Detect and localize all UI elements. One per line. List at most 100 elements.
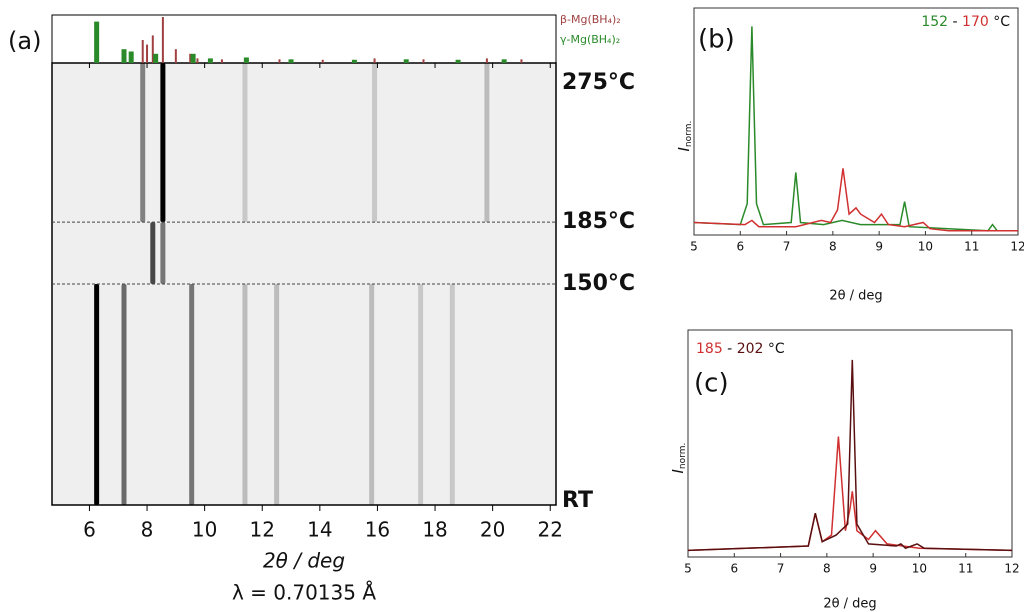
- x-tick-label: 12: [250, 518, 275, 542]
- title-part: -: [723, 341, 737, 357]
- x-tick-label: 7: [777, 562, 785, 576]
- reference-stick: [351, 59, 357, 63]
- legend-entry: β-Mg(BH₄)₂: [560, 13, 621, 26]
- band: [121, 284, 127, 505]
- x-tick-label: 20: [480, 518, 505, 542]
- reference-stick: [403, 59, 409, 63]
- reference-stick: [161, 17, 164, 63]
- x-tick-label: 9: [875, 240, 883, 254]
- x-tick-label: 14: [307, 518, 332, 542]
- x-axis-label: 2θ / deg: [829, 289, 882, 304]
- band: [372, 63, 378, 223]
- legend-entry: γ-Mg(BH₄)₂: [560, 33, 620, 46]
- reference-stick: [485, 58, 488, 63]
- x-tick-label: 7: [783, 240, 791, 254]
- x-tick-label: 8: [141, 518, 154, 542]
- title-part: 152: [921, 14, 948, 30]
- reference-stick: [121, 49, 127, 63]
- band: [449, 284, 455, 505]
- stick-background: [51, 14, 557, 64]
- reference-stick: [321, 59, 324, 63]
- y-axis-subscript: norm.: [678, 443, 688, 469]
- y-axis-symbol: I: [669, 469, 687, 474]
- y-axis-label: Inorm.: [675, 121, 694, 152]
- x-tick-label: 6: [730, 562, 738, 576]
- spectrum-line: [693, 168, 1018, 232]
- reference-stick: [220, 59, 223, 63]
- band: [242, 284, 248, 505]
- reference-stick: [501, 59, 507, 63]
- x-tick-label: 16: [365, 518, 390, 542]
- x-tick-label: 10: [918, 240, 933, 254]
- temperature-label: 150°C: [562, 271, 635, 296]
- y-axis-label: Inorm.: [669, 443, 688, 474]
- x-tick-label: 8: [823, 562, 831, 576]
- plot-frame: [693, 7, 1019, 236]
- reference-stick: [373, 58, 376, 63]
- y-axis-subscript: norm.: [684, 121, 694, 147]
- x-tick-label: 8: [829, 240, 837, 254]
- panel-title: 152 - 170 °C: [921, 14, 1010, 30]
- x-tick-label: 12: [1004, 562, 1019, 576]
- x-axis-label: 2θ / deg: [823, 597, 876, 612]
- reference-stick: [422, 59, 425, 63]
- x-tick-label: 11: [964, 240, 979, 254]
- reference-stick: [278, 59, 281, 63]
- band: [242, 63, 248, 223]
- title-part: °C: [989, 14, 1010, 30]
- x-tick-label: 6: [83, 518, 96, 542]
- title-part: 170: [962, 14, 989, 30]
- title-part: °C: [763, 341, 784, 357]
- band: [369, 284, 375, 505]
- reference-stick: [141, 40, 144, 63]
- x-tick-label: 5: [690, 240, 698, 254]
- reference-stick: [243, 57, 249, 63]
- band: [150, 222, 156, 284]
- band: [160, 63, 166, 223]
- band: [94, 284, 100, 505]
- title-part: 185: [696, 341, 723, 357]
- reference-stick: [207, 58, 213, 63]
- panel-label: (a): [8, 27, 41, 55]
- y-axis-symbol: I: [675, 147, 693, 152]
- reference-stick: [94, 21, 100, 64]
- reference-stick: [146, 44, 149, 63]
- panel-label: (b): [698, 25, 735, 55]
- band: [140, 63, 146, 223]
- title-part: -: [948, 14, 962, 30]
- reference-stick: [189, 53, 192, 63]
- reference-stick: [196, 58, 199, 63]
- temperature-label: 185°C: [562, 209, 635, 234]
- reference-stick: [151, 35, 154, 63]
- temperature-label: RT: [562, 488, 593, 513]
- subtitle: λ = 0.70135 Å: [232, 581, 376, 605]
- reference-stick: [153, 53, 159, 63]
- x-axis-label: 2θ / deg: [263, 549, 345, 573]
- x-tick-label: 12: [1010, 240, 1024, 254]
- panel-title: 185 - 202 °C: [696, 341, 785, 357]
- x-tick-label: 22: [538, 518, 563, 542]
- reference-stick: [190, 53, 196, 63]
- band: [189, 284, 195, 505]
- reference-stick: [288, 59, 294, 63]
- band: [160, 222, 166, 284]
- x-tick-label: 18: [422, 518, 447, 542]
- panel-label: (c): [694, 369, 729, 399]
- band: [418, 284, 424, 505]
- band: [484, 63, 490, 223]
- reference-stick: [455, 59, 461, 63]
- x-tick-label: 9: [869, 562, 877, 576]
- x-tick-label: 10: [192, 518, 217, 542]
- reference-stick: [174, 49, 177, 63]
- x-tick-label: 10: [912, 562, 927, 576]
- x-tick-label: 11: [958, 562, 973, 576]
- reference-stick: [128, 51, 134, 63]
- band: [274, 284, 280, 505]
- x-tick-label: 5: [684, 562, 692, 576]
- x-tick-label: 6: [736, 240, 744, 254]
- spectrum-line: [687, 359, 1013, 552]
- reference-stick: [520, 59, 523, 63]
- temperature-label: 275°C: [562, 70, 635, 95]
- title-part: 202: [737, 341, 764, 357]
